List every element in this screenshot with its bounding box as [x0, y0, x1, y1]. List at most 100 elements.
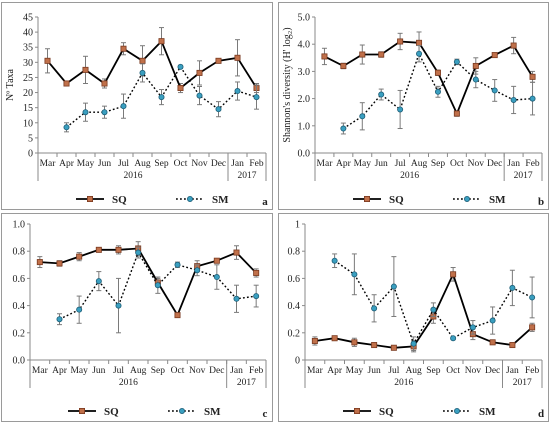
data-point-sm — [95, 278, 102, 285]
data-point-sm — [135, 249, 142, 256]
data-point-sm — [529, 95, 536, 102]
x-tick-label: Jul — [388, 366, 399, 376]
y-tick-label: 1 — [295, 220, 300, 231]
x-tick-label: Apr — [52, 366, 68, 376]
data-point-sm — [434, 88, 441, 95]
data-point-sq — [371, 342, 378, 349]
x-tick-label: Oct — [446, 366, 460, 376]
data-point-sm — [416, 50, 423, 57]
y-tick-label: 5 — [28, 133, 33, 144]
y-tick-label: 0.0 — [13, 356, 26, 367]
x-tick-label: Jun — [375, 159, 388, 169]
data-point-sq — [139, 57, 146, 64]
x-tick-label: May — [346, 366, 364, 376]
x-tick-label: Jul — [118, 159, 129, 169]
y-tick-label: 0 — [295, 356, 300, 367]
data-point-sm — [453, 58, 460, 65]
data-point-sq — [331, 335, 338, 342]
x-tick-label: Mar — [317, 159, 334, 169]
x-tick-label: Mar — [32, 366, 49, 376]
y-tick-label: 3.0 — [298, 67, 311, 78]
y-tick-label: 25 — [23, 73, 33, 84]
x-tick-label: Aug — [411, 159, 428, 169]
data-point-sm — [234, 88, 241, 95]
data-point-sq — [233, 249, 240, 256]
data-point-sm — [491, 87, 498, 94]
chart-panel-c: 0.0 0.2 0.4 0.6 0.8 1.0 Mar Apr May Jun Jul Aug Sep O… — [1, 213, 273, 422]
x-tick-label: Sep — [426, 366, 441, 376]
x-tick-label: Apr — [336, 159, 352, 169]
year-label: 2017 — [514, 171, 533, 181]
y-axis-label: Shannon's diversity (H' log₂) — [282, 27, 293, 142]
x-tick-label: Jan — [507, 159, 520, 169]
series-line-sq — [324, 40, 534, 116]
legend-label-sm: SM — [204, 406, 221, 418]
x-tick-label: Jul — [113, 366, 124, 376]
data-point-sq — [56, 260, 63, 267]
data-point-sq — [434, 69, 441, 76]
y-axis-label: Nº Taxa — [5, 68, 16, 100]
year-label: 2017 — [513, 378, 532, 388]
y-tick-label: 15 — [23, 103, 33, 114]
data-point-sq — [82, 66, 89, 73]
data-point-sm — [450, 335, 457, 342]
x-tick-label: May — [77, 159, 95, 169]
data-point-sm — [82, 109, 89, 116]
y-tick-label: 40 — [23, 28, 33, 39]
x-tick-label: Aug — [130, 366, 147, 376]
data-point-sm — [469, 324, 476, 331]
data-point-sm — [390, 283, 397, 290]
x-tick-label: Jan — [231, 159, 244, 169]
data-point-sq — [321, 53, 328, 60]
x-tick-label: Oct — [174, 159, 188, 169]
x-tick-label: Dec — [211, 159, 226, 169]
y-tick-label: 4.0 — [298, 40, 311, 51]
data-point-sm — [378, 91, 385, 98]
panel-label: c — [263, 408, 268, 420]
data-point-sq — [95, 246, 102, 253]
data-point-sm — [509, 284, 516, 291]
legend-label-sq: SQ — [104, 406, 119, 418]
data-point-sm — [371, 305, 378, 312]
data-point-sm — [139, 69, 146, 76]
legend-marker-sq — [354, 407, 361, 414]
data-point-sq — [63, 80, 70, 87]
x-tick-label: Jan — [506, 366, 519, 376]
data-point-sq — [351, 339, 358, 346]
data-point-sq — [253, 269, 260, 276]
data-point-sq — [76, 253, 83, 260]
data-point-sm — [253, 293, 260, 300]
x-tick-label: Aug — [405, 366, 422, 376]
legend-label-sq: SQ — [389, 194, 404, 206]
data-point-sm — [529, 294, 536, 301]
data-point-sm — [213, 274, 220, 281]
chart-panel-a: 0 5 10 15 20 25 30 35 40 45 Nº Taxa Mar Apr May Jun Jul… — [1, 2, 273, 210]
x-tick-label: Apr — [327, 366, 343, 376]
x-tick-label: Nov — [465, 366, 482, 376]
x-tick-label: Jun — [92, 366, 105, 376]
legend-marker-sm — [463, 195, 470, 202]
y-tick-label: 1.0 — [13, 220, 26, 231]
data-point-sq — [453, 110, 460, 117]
x-tick-label: Oct — [450, 159, 464, 169]
data-point-sm — [410, 340, 417, 347]
x-tick-label: May — [354, 159, 372, 169]
legend-label-sm: SM — [479, 406, 496, 418]
x-tick-label: Jun — [368, 366, 381, 376]
data-point-sm — [233, 295, 240, 302]
y-tick-label: 0.4 — [288, 301, 301, 312]
x-tick-label: Feb — [525, 159, 540, 169]
chart-c: 0.0 0.2 0.4 0.6 0.8 1.0 Mar Apr May Jun Jul Aug Sep O… — [13, 220, 268, 421]
legend-marker-sm — [178, 407, 185, 414]
data-point-sm — [215, 106, 222, 113]
data-point-sq — [359, 51, 366, 58]
data-point-sq — [158, 38, 165, 45]
x-tick-label: Sep — [151, 366, 166, 376]
panel-label: d — [538, 408, 544, 420]
data-point-sm — [177, 63, 184, 70]
y-tick-label: 0.2 — [288, 328, 301, 339]
y-tick-label: 0.0 — [298, 149, 311, 160]
y-tick-label: 20 — [23, 88, 33, 99]
year-label: 2017 — [237, 378, 256, 388]
data-point-sm — [63, 124, 70, 131]
